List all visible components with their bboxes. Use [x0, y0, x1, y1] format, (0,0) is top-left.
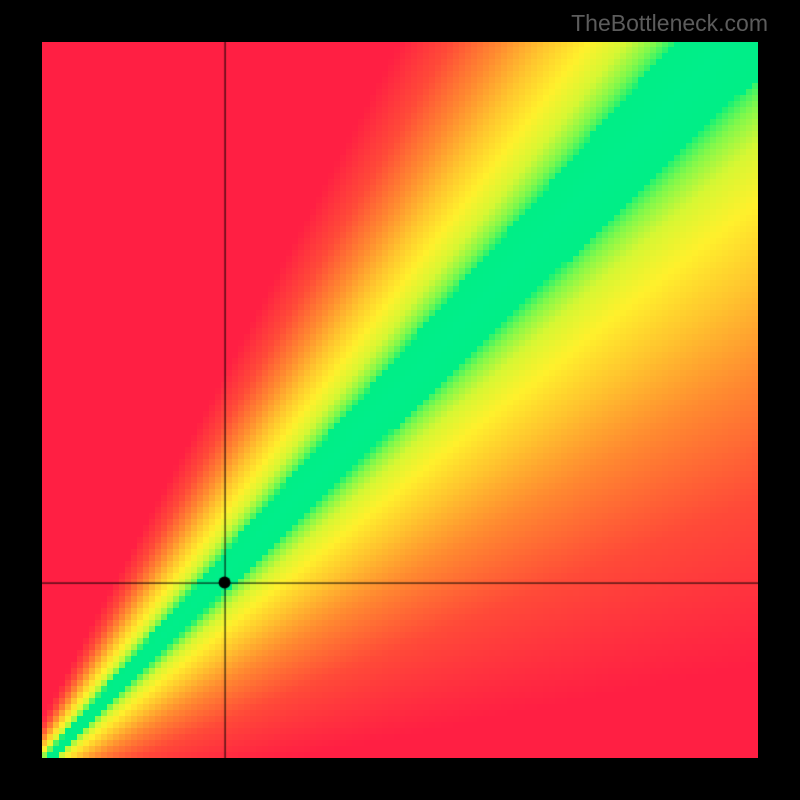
watermark-text: TheBottleneck.com	[571, 10, 768, 37]
bottleneck-heatmap	[42, 42, 758, 758]
chart-container: TheBottleneck.com	[0, 0, 800, 800]
